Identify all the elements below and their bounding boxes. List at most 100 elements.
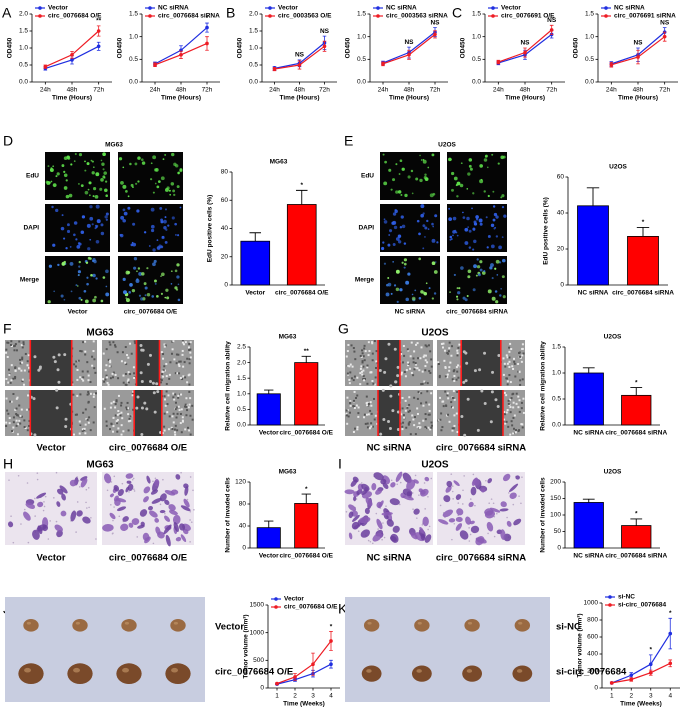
- pore: [450, 473, 453, 475]
- x-axis-label: Time (Hours): [618, 95, 658, 102]
- error-bar: [582, 498, 595, 503]
- texture: [439, 396, 442, 399]
- cell: [146, 362, 150, 366]
- bar: [621, 394, 652, 426]
- texture: [424, 369, 427, 372]
- texture: [171, 348, 174, 351]
- y-tick-label: 20: [557, 246, 565, 253]
- cell: [143, 496, 149, 503]
- annotation: NS: [520, 40, 530, 47]
- cell-dot: [89, 238, 92, 241]
- texture: [518, 351, 521, 354]
- legend-label: circ_0076684 O/E: [284, 604, 338, 611]
- cell-dot: [51, 205, 54, 209]
- cell-dot: [462, 296, 466, 300]
- cell: [175, 474, 181, 480]
- cell-dot: [52, 183, 57, 188]
- cell-dot: [462, 211, 464, 214]
- panel-label: A: [2, 5, 12, 21]
- texture: [347, 364, 350, 367]
- texture: [172, 421, 175, 424]
- texture: [369, 409, 372, 412]
- texture: [350, 344, 353, 347]
- texture: [114, 414, 117, 417]
- pore: [428, 525, 431, 528]
- texture: [175, 353, 178, 356]
- x-tick-label: 2: [293, 693, 297, 700]
- cell: [33, 433, 37, 437]
- texture: [162, 353, 165, 356]
- texture: [191, 404, 194, 407]
- texture: [449, 361, 452, 364]
- texture: [20, 344, 23, 347]
- texture: [366, 366, 369, 369]
- cell-dot: [484, 155, 488, 158]
- texture: [109, 428, 112, 431]
- texture: [521, 343, 524, 346]
- y-tick-label: 40: [221, 225, 229, 232]
- tumor: [512, 665, 533, 682]
- cell: [445, 485, 452, 493]
- texture: [403, 370, 406, 373]
- column-label: circ_0076684 O/E: [109, 443, 187, 454]
- cell: [483, 351, 487, 355]
- y-axis-label: EdU positive cells (%): [207, 195, 214, 263]
- texture: [182, 365, 185, 368]
- texture: [438, 376, 441, 379]
- pore: [27, 541, 30, 544]
- tumor-highlight: [122, 667, 129, 673]
- cell-dot: [393, 284, 397, 287]
- cell-dot: [494, 290, 498, 293]
- pore: [496, 512, 498, 515]
- texture: [10, 340, 13, 343]
- texture: [114, 345, 117, 348]
- wound: [30, 340, 72, 386]
- pore: [463, 475, 465, 477]
- bar: [577, 205, 609, 286]
- cell: [489, 420, 493, 424]
- panel-label: K: [338, 601, 348, 617]
- cell: [491, 370, 495, 374]
- texture: [84, 408, 87, 411]
- texture: [109, 343, 112, 346]
- pore: [55, 471, 58, 474]
- tumor-highlight: [518, 621, 523, 625]
- texture: [420, 402, 423, 405]
- cell-dot: [434, 261, 437, 263]
- texture: [521, 347, 524, 350]
- texture: [78, 432, 81, 435]
- texture: [360, 355, 363, 358]
- cell-dot: [86, 162, 90, 166]
- cell-dot: [125, 298, 130, 303]
- panel-label: B: [226, 5, 235, 21]
- cell-dot: [134, 162, 138, 166]
- texture: [26, 360, 29, 363]
- texture: [346, 350, 349, 353]
- cell-dot: [490, 223, 495, 228]
- texture: [109, 377, 112, 380]
- pore: [412, 508, 414, 510]
- texture: [430, 424, 433, 427]
- cell-dot: [494, 226, 497, 229]
- pore: [399, 481, 402, 484]
- tumor-highlight: [124, 621, 129, 625]
- texture: [120, 401, 123, 404]
- texture: [517, 370, 520, 373]
- row-label: si-circ_0076684: [556, 667, 627, 678]
- cell: [103, 473, 112, 484]
- texture: [189, 351, 192, 354]
- cell: [55, 388, 59, 392]
- cell: [484, 508, 494, 516]
- cell-dot: [453, 176, 458, 181]
- cell-dot: [411, 293, 414, 296]
- cell-dot: [431, 238, 436, 243]
- cell-dot: [403, 262, 407, 266]
- cell: [61, 493, 66, 501]
- texture: [20, 369, 23, 372]
- texture: [446, 373, 449, 376]
- texture: [173, 358, 176, 361]
- cell-dot: [83, 289, 87, 293]
